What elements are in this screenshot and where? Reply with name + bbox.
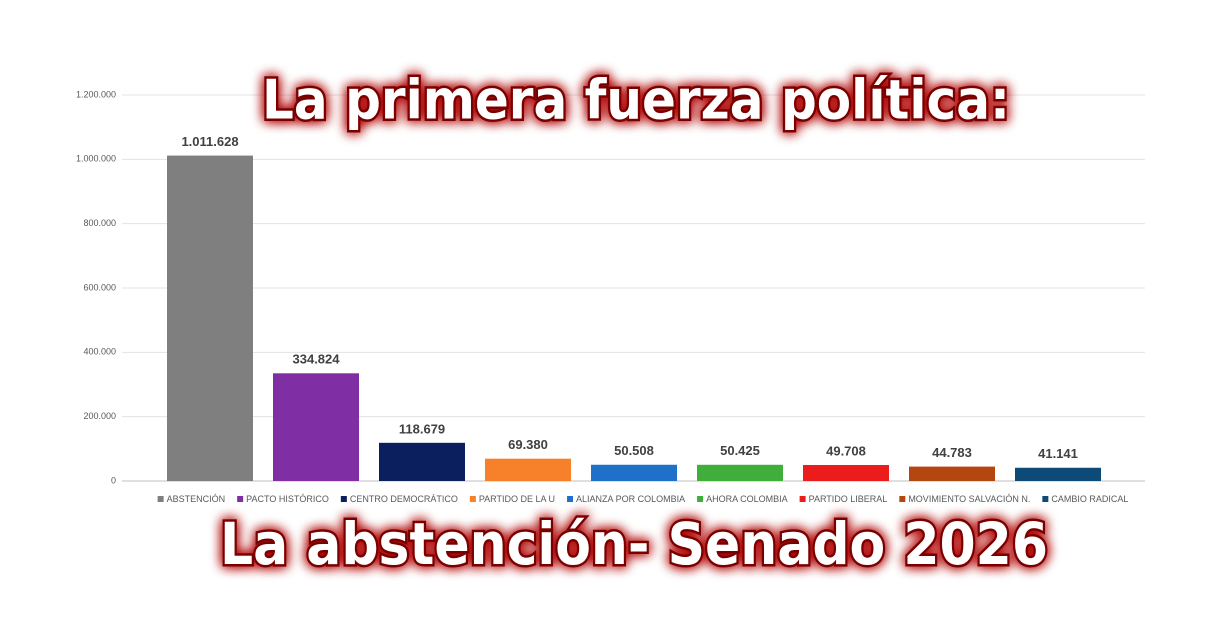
bar bbox=[909, 466, 995, 481]
bar bbox=[167, 155, 253, 481]
legend-label: CENTRO DEMOCRÁTICO bbox=[350, 494, 458, 504]
legend-swatch bbox=[469, 496, 476, 502]
legend-label: ABSTENCIÓN bbox=[167, 494, 226, 504]
y-tick-label: 800.000 bbox=[83, 218, 116, 228]
bar bbox=[485, 458, 571, 481]
legend-label: MOVIMIENTO SALVACIÓN N. bbox=[908, 494, 1030, 504]
value-label: 50.508 bbox=[614, 443, 654, 458]
value-label: 41.141 bbox=[1038, 446, 1078, 461]
bar bbox=[591, 464, 677, 481]
legend-label: AHORA COLOMBIA bbox=[706, 494, 788, 504]
legend-label: ALIANZA POR COLOMBIA bbox=[576, 494, 685, 504]
legend-swatch bbox=[899, 496, 906, 502]
plot-area: 0 200.000 400.000 600.000 800.000 1.000.000 1.… bbox=[76, 89, 1145, 504]
chart-subtitle: La abstención- Senado 2026 bbox=[220, 510, 1048, 578]
bar bbox=[273, 373, 359, 481]
bar bbox=[379, 442, 465, 481]
value-label: 1.011.628 bbox=[181, 134, 238, 149]
legend-swatch bbox=[340, 496, 347, 502]
value-label: 50.425 bbox=[720, 443, 760, 458]
y-tick-label: 1.000.000 bbox=[76, 154, 116, 164]
y-tick-label: 200.000 bbox=[83, 411, 116, 421]
legend-label: PACTO HISTÓRICO bbox=[246, 494, 329, 504]
legend-label: PARTIDO LIBERAL bbox=[809, 494, 888, 504]
y-tick-label: 0 bbox=[111, 475, 116, 485]
value-label: 334.824 bbox=[293, 352, 341, 367]
value-label: 49.708 bbox=[826, 443, 866, 458]
legend-label: CAMBIO RADICAL bbox=[1051, 494, 1128, 504]
legend-swatch bbox=[799, 496, 806, 502]
bar bbox=[697, 464, 783, 481]
value-label: 69.380 bbox=[508, 437, 548, 452]
legend-swatch bbox=[237, 496, 244, 502]
legend-swatch bbox=[567, 496, 574, 502]
value-label: 44.783 bbox=[932, 445, 972, 460]
bar bbox=[1015, 467, 1101, 481]
y-tick-label: 600.000 bbox=[83, 282, 116, 292]
value-label: 118.679 bbox=[399, 421, 445, 436]
y-tick-label: 400.000 bbox=[83, 347, 116, 357]
legend-swatch bbox=[157, 496, 164, 502]
legend-swatch bbox=[1042, 496, 1049, 502]
legend-label: PARTIDO DE LA U bbox=[479, 494, 555, 504]
chart-title: La primera fuerza política: bbox=[262, 69, 1010, 132]
y-tick-label: 1.200.000 bbox=[76, 89, 116, 99]
legend-swatch bbox=[697, 496, 704, 502]
bar bbox=[803, 465, 889, 481]
